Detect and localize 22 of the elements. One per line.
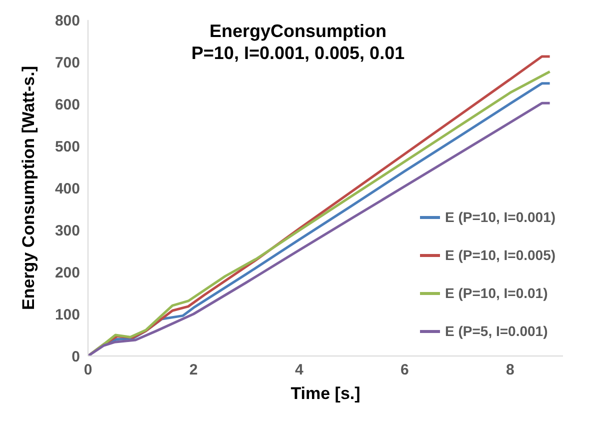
- x-tick-label: 0: [84, 362, 92, 379]
- y-tick-label: 100: [54, 306, 80, 324]
- y-tick-label: 700: [54, 54, 80, 72]
- x-tick-label: 4: [294, 362, 304, 379]
- y-tick-label: 500: [54, 138, 80, 156]
- legend-label: E (P=5, I=0.001): [445, 323, 548, 339]
- x-tick-label: 6: [400, 362, 409, 379]
- chart-title: EnergyConsumption: [208, 20, 388, 42]
- legend-label: E (P=10, I=0.005): [445, 247, 556, 263]
- y-tick-label: 300: [54, 222, 80, 240]
- legend-label: E (P=10, I=0.001): [445, 209, 556, 225]
- text: P=10, I=0.001, 0.005, 0.01: [190, 42, 406, 64]
- x-tick-label: 2: [189, 362, 198, 379]
- y-tick-label: 0: [72, 348, 80, 366]
- x-tick-label: 8: [506, 362, 514, 379]
- x-axis-title: Time [s.]: [290, 384, 360, 403]
- y-axis-title: Energy Consumption [Watt-s.]: [19, 66, 38, 310]
- y-tick-label: 800: [54, 12, 80, 30]
- y-tick-label: 200: [54, 264, 80, 282]
- y-tick-label: 600: [54, 96, 80, 114]
- y-tick-label: 400: [54, 180, 80, 198]
- legend-label: E (P=10, I=0.01): [445, 285, 548, 301]
